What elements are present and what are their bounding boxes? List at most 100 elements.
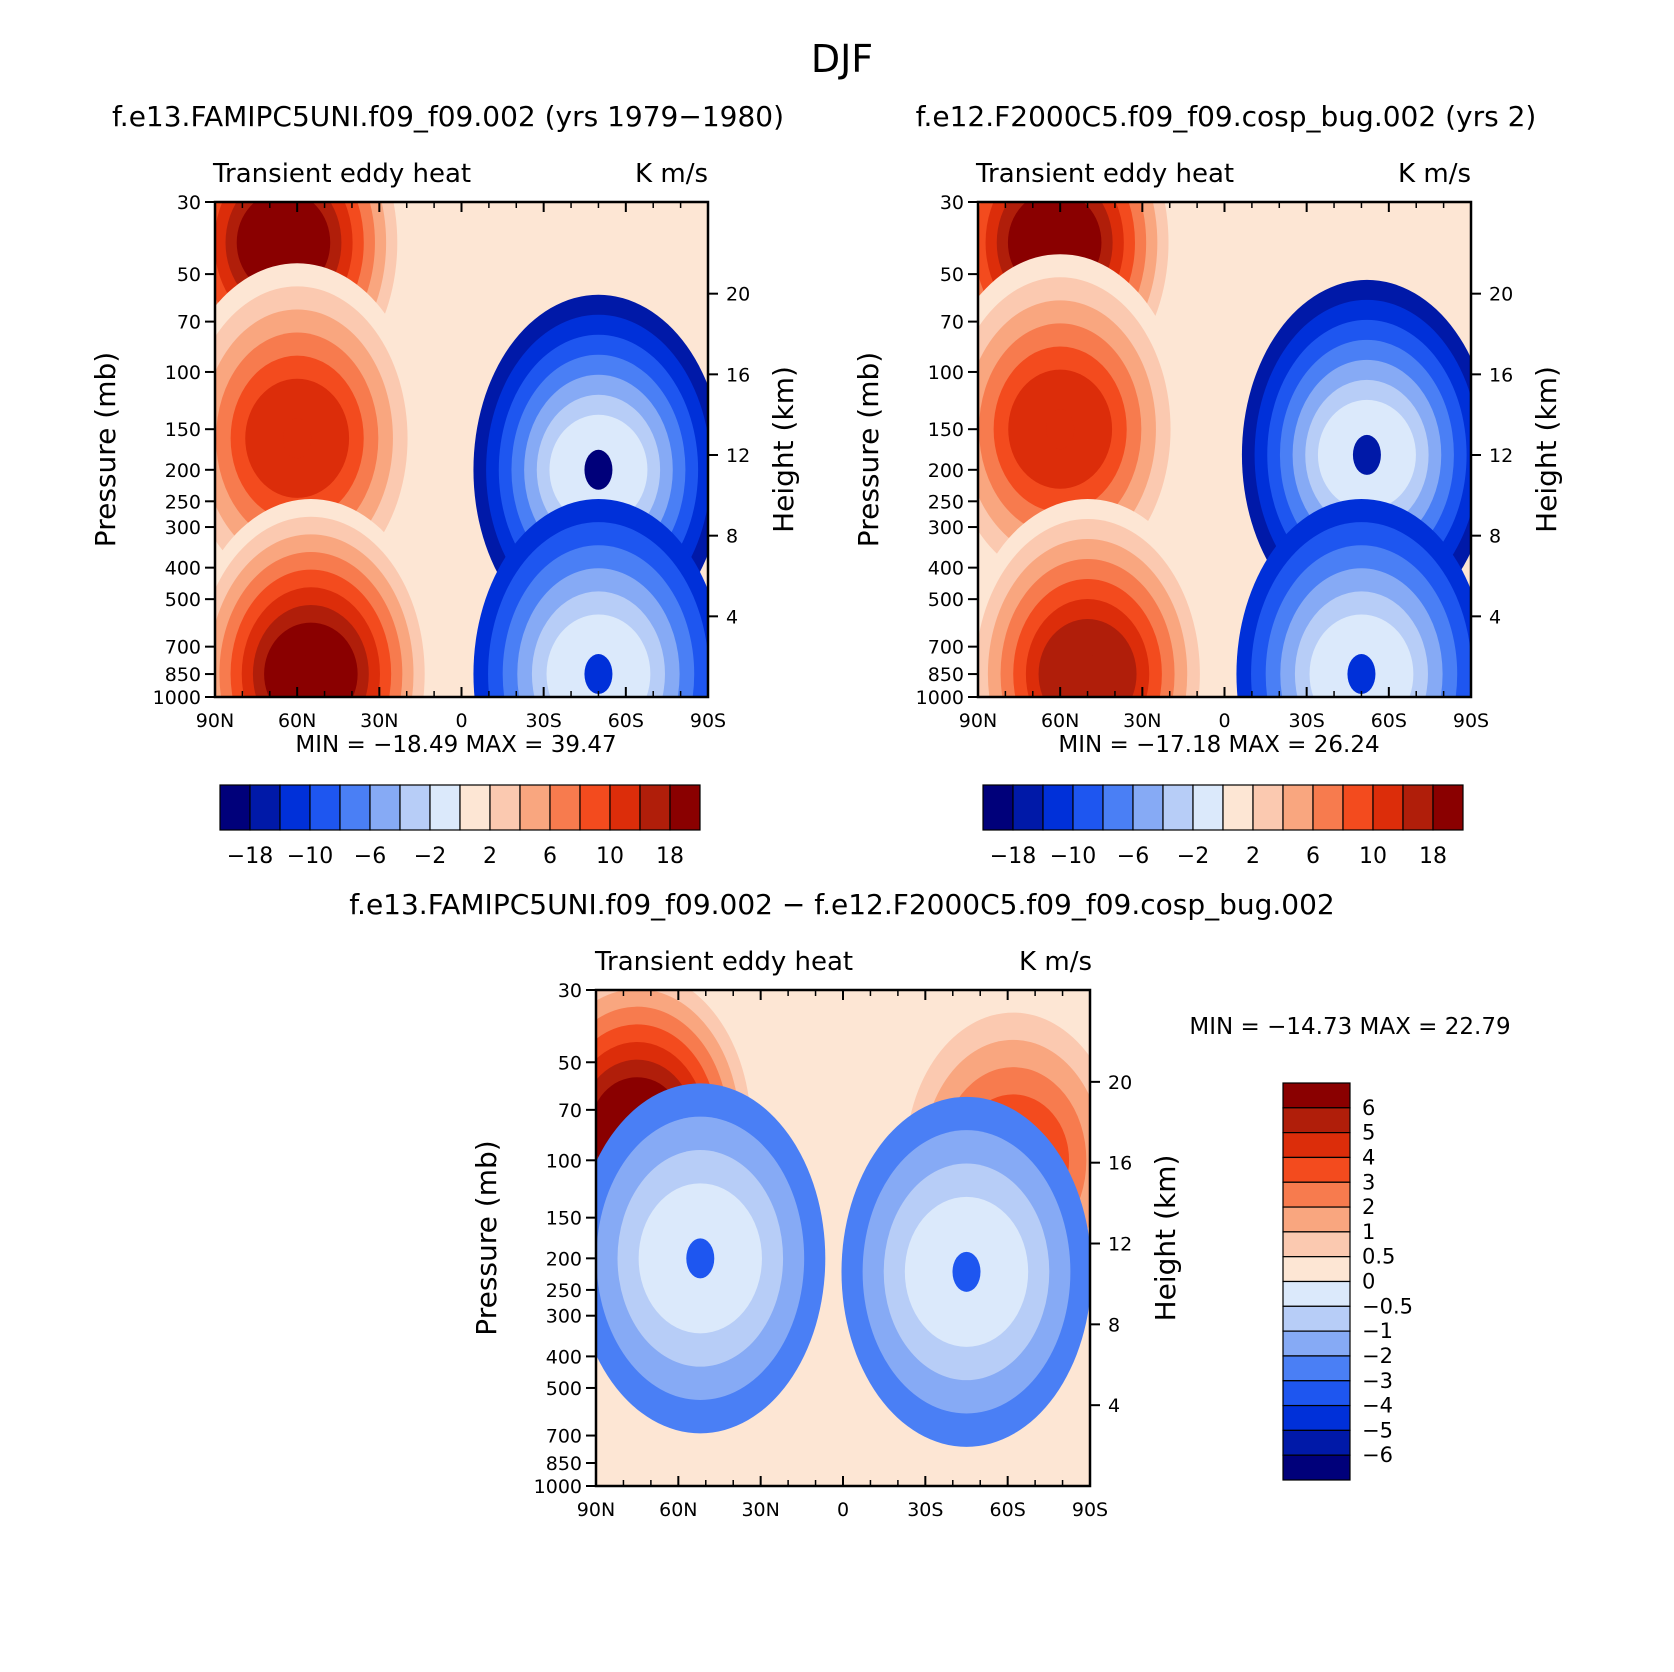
subtitle-left: Transient eddy heat — [975, 159, 1234, 189]
min-max-label: MIN = −14.73 MAX = 22.79 — [1189, 1014, 1510, 1040]
contour-core — [584, 449, 613, 490]
colorbar-label: 0.5 — [1362, 1245, 1395, 1269]
colorbar-box — [549, 784, 581, 831]
contour-core — [1352, 434, 1381, 475]
x-tick-label: 90S — [1453, 710, 1489, 732]
colorbar-label: 1 — [1362, 1220, 1375, 1244]
y-tick-label: 30 — [177, 192, 201, 214]
x-tick-label: 30S — [1289, 710, 1325, 732]
x-tick-label: 90S — [1072, 1499, 1108, 1521]
colorbar-label: 5 — [1362, 1121, 1375, 1145]
feature-3 — [841, 1096, 1090, 1447]
colorbar-label: −3 — [1362, 1369, 1393, 1393]
y-right-axis-label: Height (km) — [767, 366, 800, 533]
y-tick-label: 850 — [165, 664, 201, 686]
colorbar-label: 2 — [483, 844, 497, 869]
colorbar-box — [1162, 784, 1194, 831]
y-tick-label: 400 — [546, 1346, 582, 1368]
feature-4 — [473, 499, 708, 697]
subtitle-right: K m/s — [1019, 947, 1092, 977]
y-tick-label: 50 — [177, 264, 201, 286]
y-tick-label: 850 — [928, 664, 964, 686]
colorbar-box — [1282, 1231, 1351, 1258]
y-axis-label: Pressure (mb) — [470, 1140, 503, 1335]
x-tick-label: 0 — [455, 710, 467, 732]
y-right-tick-label: 12 — [1108, 1234, 1132, 1256]
colorbar-box — [1132, 784, 1164, 831]
y-tick-label: 200 — [546, 1248, 582, 1270]
y-tick-label: 150 — [165, 419, 201, 441]
y-right-tick-label: 8 — [1108, 1314, 1120, 1336]
colorbar-box — [1282, 1355, 1351, 1382]
x-tick-label: 30N — [741, 1499, 779, 1521]
colorbar-box — [1102, 784, 1134, 831]
colorbar: −18 −10 −6 −2 2 6 10 18 — [219, 784, 701, 869]
colorbar-label: −18 — [227, 844, 273, 869]
colorbar-box — [1342, 784, 1374, 831]
y-right-tick-label: 20 — [726, 284, 750, 306]
y-right-tick-label: 16 — [726, 364, 750, 386]
x-tick-label: 30N — [1123, 710, 1161, 732]
colorbar-box — [982, 784, 1014, 831]
colorbar-box — [1282, 1404, 1351, 1431]
colorbar-box — [639, 784, 671, 831]
colorbar-box — [1282, 1256, 1351, 1283]
colorbar-label: 3 — [1362, 1170, 1375, 1194]
min-max-label: MIN = −17.18 MAX = 26.24 — [1058, 732, 1379, 758]
colorbar-box — [669, 784, 701, 831]
y-tick-label: 700 — [928, 637, 964, 659]
y-tick-label: 50 — [558, 1052, 582, 1074]
panel-title: f.e13.FAMIPC5UNI.f09_f09.002 (yrs 1979−1… — [112, 100, 784, 133]
y-right-tick-label: 8 — [1489, 526, 1501, 548]
y-tick-label: 500 — [546, 1378, 582, 1400]
colorbar-label: 0 — [1362, 1270, 1375, 1294]
y-tick-label: 200 — [165, 460, 201, 482]
colorbar-box — [1402, 784, 1434, 831]
y-axis-label: Pressure (mb) — [89, 352, 122, 547]
colorbar-label: −1 — [1362, 1319, 1393, 1343]
colorbar-label: 6 — [543, 844, 557, 869]
panel-model2: f.e12.F2000C5.f09_f09.cosp_bug.002 (yrs … — [852, 100, 1563, 869]
y-tick-label: 50 — [940, 264, 964, 286]
feature-4 — [1236, 499, 1471, 697]
contour-field — [978, 202, 1471, 697]
contour-core — [296, 654, 325, 695]
contour-core — [1347, 654, 1376, 695]
x-tick-label: 60N — [659, 1499, 697, 1521]
colorbar-box — [519, 784, 551, 831]
colorbar-box — [1282, 1082, 1351, 1109]
y-tick-label: 70 — [940, 312, 964, 334]
colorbar-label: 2 — [1246, 844, 1260, 869]
x-tick-label: 60S — [1371, 710, 1407, 732]
contour-core — [283, 418, 312, 459]
y-tick-label: 70 — [558, 1100, 582, 1122]
contour-field — [596, 990, 1090, 1486]
y-right-axis-label: Height (km) — [1149, 1155, 1182, 1322]
feature-1 — [596, 1083, 826, 1434]
colorbar-box — [579, 784, 611, 831]
y-tick-label: 400 — [165, 558, 201, 580]
colorbar-label: 10 — [596, 844, 624, 869]
y-right-tick-label: 20 — [1489, 284, 1513, 306]
colorbar-box — [1432, 784, 1464, 831]
y-right-tick-label: 20 — [1108, 1072, 1132, 1094]
feature-2 — [215, 499, 436, 697]
colorbar-box — [1282, 1156, 1351, 1183]
y-tick-label: 1000 — [534, 1476, 582, 1498]
subtitle-right: K m/s — [635, 159, 708, 189]
y-right-tick-label: 4 — [726, 606, 738, 628]
y-tick-label: 250 — [546, 1280, 582, 1302]
y-right-tick-label: 12 — [726, 445, 750, 467]
x-tick-label: 60S — [608, 710, 644, 732]
y-right-tick-label: 16 — [1108, 1153, 1132, 1175]
colorbar-label: −5 — [1362, 1418, 1393, 1442]
y-tick-label: 1000 — [916, 687, 964, 709]
x-tick-label: 60N — [278, 710, 316, 732]
colorbar-box — [1282, 784, 1314, 831]
y-tick-label: 300 — [546, 1306, 582, 1328]
x-tick-label: 90N — [959, 710, 997, 732]
y-tick-label: 300 — [928, 517, 964, 539]
colorbar-box — [429, 784, 461, 831]
colorbar-label: 6 — [1306, 844, 1320, 869]
subtitle-left: Transient eddy heat — [594, 947, 853, 977]
